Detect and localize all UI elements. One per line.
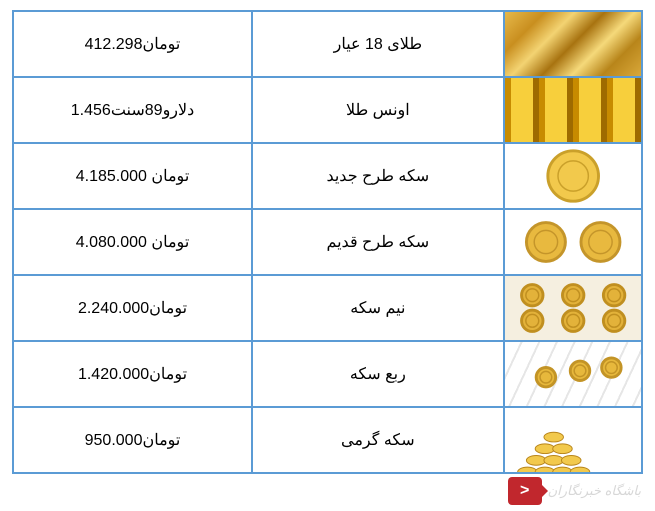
table-row: سکه گرمی950.000تومان — [13, 407, 642, 473]
item-image-cell — [504, 11, 642, 77]
item-price: 4.185.000 تومان — [13, 143, 252, 209]
item-price: 1.420.000تومان — [13, 341, 252, 407]
item-name: اونس طلا — [252, 77, 504, 143]
table-row: نیم سکه2.240.000تومان — [13, 275, 642, 341]
item-price: 950.000تومان — [13, 407, 252, 473]
gold-price-table: طلای 18 عیار412.298توماناونس طلا1.456دلا… — [12, 10, 643, 474]
item-name: ربع سکه — [252, 341, 504, 407]
watermark-badge-icon — [508, 477, 542, 505]
table-row: اونس طلا1.456دلارو89سنت — [13, 77, 642, 143]
table-row: سکه طرح جدید4.185.000 تومان — [13, 143, 642, 209]
item-name: سکه گرمی — [252, 407, 504, 473]
table-row: طلای 18 عیار412.298تومان — [13, 11, 642, 77]
item-image-cell — [504, 209, 642, 275]
item-price: 4.080.000 تومان — [13, 209, 252, 275]
item-price: 412.298تومان — [13, 11, 252, 77]
item-price: 2.240.000تومان — [13, 275, 252, 341]
item-name: طلای 18 عیار — [252, 11, 504, 77]
item-image-cell — [504, 77, 642, 143]
item-image-cell — [504, 341, 642, 407]
item-price: 1.456دلارو89سنت — [13, 77, 252, 143]
item-image-cell — [504, 275, 642, 341]
table-row: ربع سکه1.420.000تومان — [13, 341, 642, 407]
table-row: سکه طرح قدیم4.080.000 تومان — [13, 209, 642, 275]
watermark: باشگاه خبرنگاران — [508, 477, 641, 505]
item-image-cell — [504, 407, 642, 473]
watermark-text: باشگاه خبرنگاران — [548, 483, 641, 499]
item-name: سکه طرح قدیم — [252, 209, 504, 275]
item-name: نیم سکه — [252, 275, 504, 341]
item-name: سکه طرح جدید — [252, 143, 504, 209]
item-image-cell — [504, 143, 642, 209]
